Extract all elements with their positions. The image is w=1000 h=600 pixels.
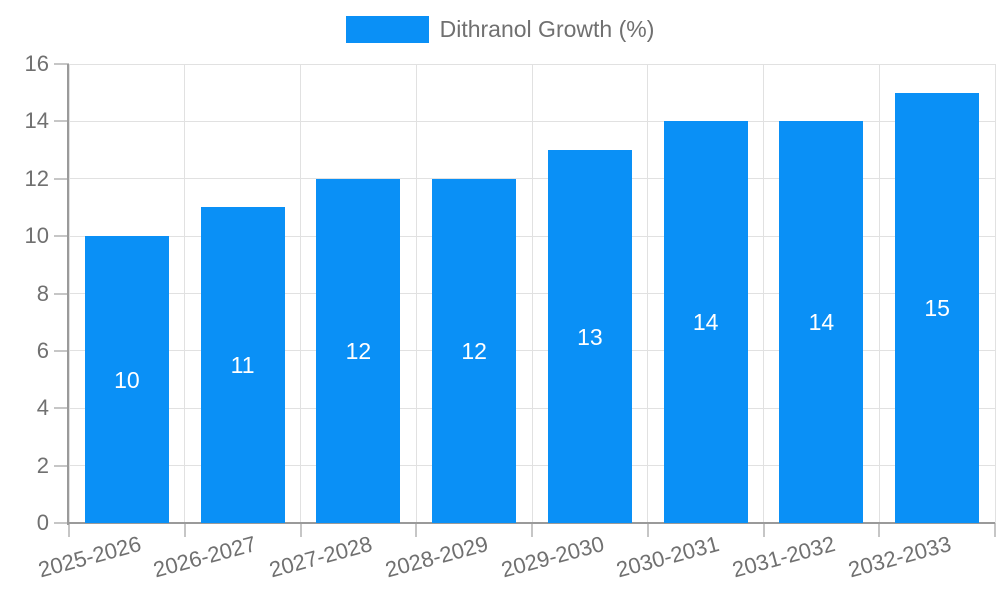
x-tick [531, 523, 533, 537]
x-gridline [415, 64, 417, 523]
x-tick [183, 523, 186, 537]
legend-item[interactable]: Dithranol Growth (%) [0, 16, 1000, 43]
bar[interactable] [663, 121, 748, 523]
x-gridline [184, 64, 186, 523]
x-tick [68, 523, 70, 537]
y-tick [54, 177, 69, 180]
x-axis-line [67, 522, 995, 524]
x-tick-label: 2026-2027 [150, 531, 260, 583]
y-tick [54, 235, 69, 238]
y-tick [54, 522, 69, 524]
x-gridline [994, 64, 996, 523]
y-tick-label: 0 [36, 510, 49, 535]
y-tick [54, 464, 69, 467]
bar[interactable] [432, 178, 517, 523]
x-tick-label: 2030-2031 [613, 531, 723, 583]
x-tick-label: 2025-2026 [35, 531, 144, 583]
y-tick-label: 4 [36, 395, 49, 421]
y-tick-label: 10 [24, 223, 49, 249]
y-tick-label: 2 [36, 452, 49, 478]
x-tick-label: 2029-2030 [498, 531, 607, 583]
x-tick-label: 2027-2028 [266, 531, 375, 583]
x-tick-label: 2031-2032 [729, 531, 838, 583]
x-tick [878, 523, 881, 537]
bar[interactable] [316, 178, 401, 523]
y-tick-label: 8 [36, 280, 49, 306]
x-tick-label: 2032-2033 [845, 531, 954, 583]
y-tick [54, 407, 69, 410]
x-gridline [878, 64, 880, 523]
y-tick-label: 12 [24, 165, 49, 191]
x-tick [299, 523, 302, 537]
y-tick-label: 14 [24, 108, 49, 134]
x-gridline [647, 64, 649, 523]
x-tick [762, 523, 765, 537]
y-tick [54, 120, 69, 123]
y-tick-label: 16 [24, 51, 49, 76]
legend-swatch [345, 16, 429, 43]
x-gridline [531, 64, 533, 523]
x-gridline [68, 64, 70, 523]
x-tick [415, 523, 418, 537]
bar[interactable] [779, 121, 864, 523]
x-tick [994, 523, 996, 537]
x-gridline [763, 64, 764, 523]
x-tick [646, 523, 649, 537]
x-gridline [300, 64, 301, 523]
bar[interactable] [895, 92, 980, 523]
y-axis-line [67, 64, 69, 525]
bar[interactable] [200, 207, 285, 523]
legend-label: Dithranol Growth (%) [439, 16, 655, 42]
bar[interactable] [547, 150, 632, 523]
x-tick-label: 2028-2029 [382, 531, 491, 583]
y-tick [54, 292, 69, 295]
y-tick [54, 349, 69, 352]
y-tick-label: 6 [36, 337, 49, 363]
y-tick [54, 63, 69, 65]
bar[interactable] [84, 236, 169, 523]
